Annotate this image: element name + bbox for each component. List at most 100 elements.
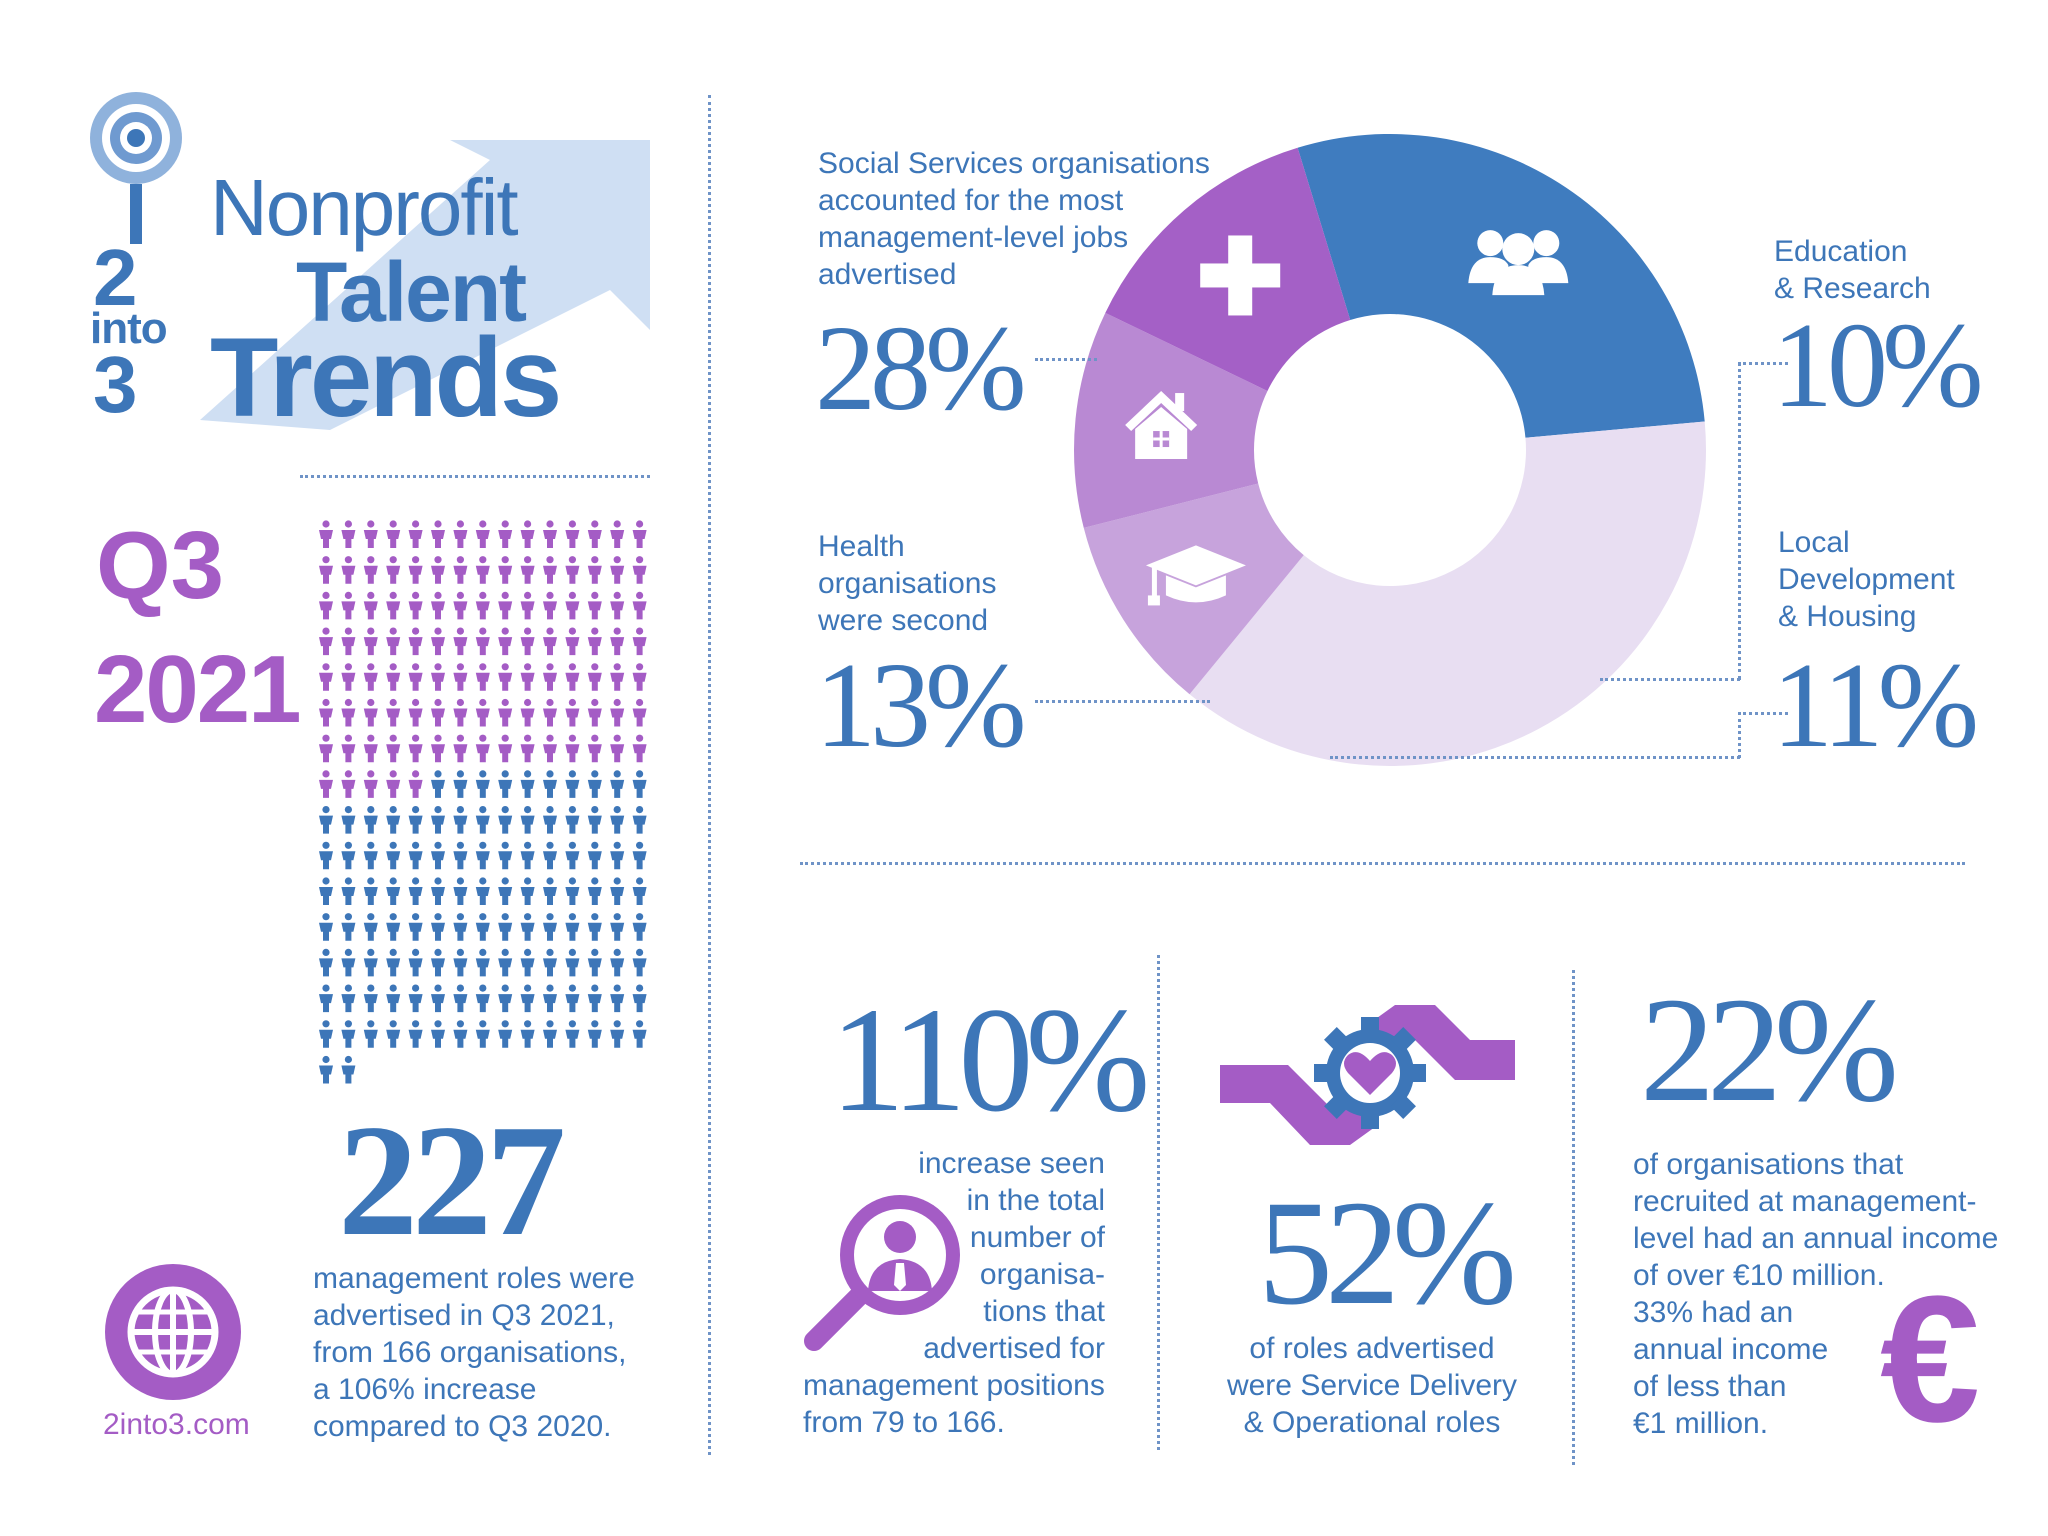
title-trends: Trends [210,315,562,440]
person-icon [587,948,602,977]
caption-line: annual income [1633,1333,1829,1366]
person-icon [587,663,602,691]
person-icon [319,663,333,691]
callout-line: management-level jobs [818,221,1129,254]
person-icon [475,770,490,798]
person-icon [543,663,557,691]
person-icon [565,877,580,905]
person-icon [498,663,513,691]
person-icon [453,913,468,941]
person-icon [565,591,580,620]
person-icon [431,948,445,977]
service-caption: of roles advertised were Service Deliver… [1222,1330,1522,1441]
person-icon [453,734,468,763]
person-icon [475,627,490,656]
person-icon [520,663,535,691]
leader-line [1738,712,1741,758]
divider [708,95,711,1455]
person-icon [341,663,356,691]
person-icon [632,806,647,834]
person-icon [431,520,445,548]
person-icon [453,698,468,727]
person-icon [632,841,647,870]
person-icon [498,627,513,656]
person-icon [632,913,647,941]
person-icon [632,663,647,691]
leader-line [1738,362,1788,365]
person-icon [408,806,423,834]
person-icon [341,627,356,656]
trend-arrow-icon [200,140,650,430]
person-icon [587,556,602,584]
person-icon [587,591,602,620]
leader-line [1035,700,1210,703]
website-link[interactable]: 2into3.com [103,1408,250,1441]
person-icon [363,841,378,870]
person-icon [587,627,602,656]
caption-line: level had an annual income [1633,1222,1999,1255]
person-icon [431,663,445,691]
person-icon [319,520,333,548]
callout-line: were second [818,604,989,637]
social-value: 28% [815,301,1027,436]
orgs-value: 110% [830,977,1150,1143]
globe-icon[interactable] [103,1262,243,1402]
person-icon [453,806,468,834]
person-icon [498,1020,513,1048]
person-icon [386,556,401,584]
leader-line [1738,362,1741,680]
caption-line: of organisations that [1633,1148,1904,1181]
person-icon [610,627,625,656]
caption-line: increase seen [918,1147,1105,1180]
person-icon [475,520,490,548]
person-icon [475,806,490,834]
person-icon [610,734,625,763]
person-icon [587,841,602,870]
person-icon [565,520,580,548]
person-icon [408,663,423,691]
person-icon [431,984,445,1013]
person-icon [453,520,468,548]
person-icon [319,913,333,941]
orgs-caption-tail: management positions from 79 to 166. [803,1367,1105,1441]
income-caption-2: 33% had an annual income of less than €1… [1633,1294,1828,1442]
person-icon [475,698,490,727]
caption-line: 33% had an [1633,1296,1794,1329]
person-icon [431,913,445,941]
person-icon [319,591,333,620]
callout-line: Local [1778,526,1850,559]
person-icon [475,984,490,1013]
person-icon [587,770,602,798]
person-icon [386,806,401,834]
person-icon [341,877,356,905]
person-icon [475,663,490,691]
person-icon [363,663,378,691]
person-icon [319,806,333,834]
caption-line: a 106% increase [313,1373,537,1406]
roles-value: 227 [338,1091,566,1269]
title-nonprofit: Nonprofit [210,163,519,252]
person-icon [363,913,378,941]
person-icon [363,984,378,1013]
person-icon [341,948,356,977]
person-icon [453,556,468,584]
person-icon [408,948,423,977]
person-icon [498,841,513,870]
callout-line: advertised [818,258,957,291]
divider [800,862,1965,865]
callout-line: Social Services organisations [818,147,1210,180]
person-icon [587,984,602,1013]
logo-word-into: into [90,304,168,353]
person-icon [363,734,378,763]
person-icon [408,627,423,656]
person-icon [319,877,333,905]
donut-chart [1074,134,1706,767]
person-icon [498,698,513,727]
person-icon [610,984,625,1013]
person-icon [386,948,401,977]
person-icon [453,877,468,905]
person-icon [453,591,468,620]
person-icon [632,984,647,1013]
person-icon [632,698,647,727]
person-icon [520,698,535,727]
